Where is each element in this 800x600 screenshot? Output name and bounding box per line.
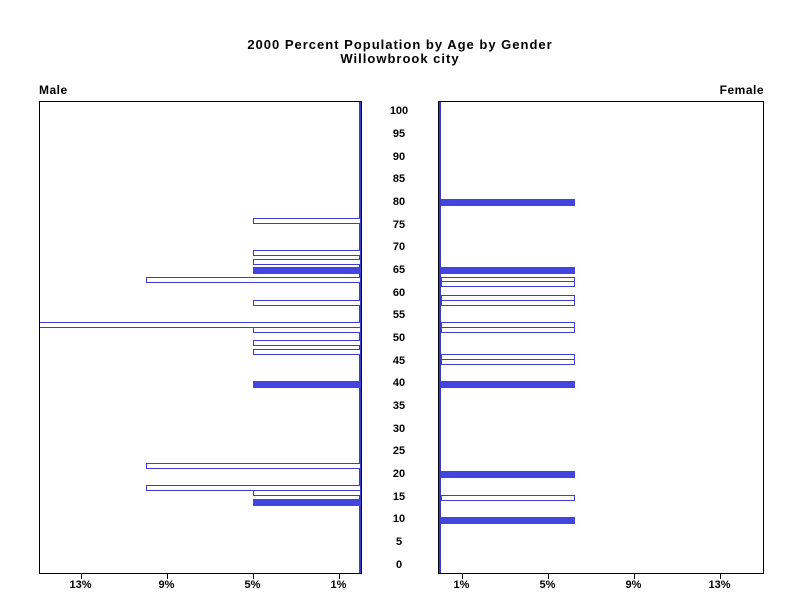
age-tick-label: 25 <box>392 445 406 458</box>
male-bar-age-47 <box>253 349 361 355</box>
percent-tick-mark <box>547 574 549 579</box>
percent-tick-mark <box>338 574 340 579</box>
female-bar-age-52 <box>441 327 575 333</box>
age-tick-label: 5 <box>395 535 403 548</box>
female-bar-age-10 <box>441 517 575 524</box>
age-tick-label: 90 <box>392 150 406 163</box>
percent-tick-mark <box>252 574 254 579</box>
age-tick-label: 35 <box>392 399 406 412</box>
male-bar-age-40 <box>253 381 361 388</box>
percent-tick-label: 13% <box>69 579 92 591</box>
female-zero-axis-line <box>439 102 441 573</box>
percent-tick-mark <box>461 574 463 579</box>
male-bar-age-16 <box>253 490 361 496</box>
percent-tick-label: 9% <box>158 579 175 591</box>
age-tick-label: 10 <box>392 513 406 526</box>
percent-tick-mark <box>633 574 635 579</box>
age-tick-label: 100 <box>389 105 409 118</box>
male-bar-age-69 <box>253 250 361 256</box>
percent-tick-label: 9% <box>625 579 642 591</box>
age-tick-label: 60 <box>392 286 406 299</box>
male-panel-label: Male <box>39 83 68 97</box>
percent-tick-mark <box>166 574 168 579</box>
male-bar-age-65 <box>253 267 361 274</box>
female-panel-label: Female <box>719 83 764 97</box>
age-tick-label: 70 <box>392 241 406 254</box>
male-bar-age-22 <box>146 463 361 469</box>
female-bar-age-80 <box>441 199 575 206</box>
female-bar-age-65 <box>441 267 575 274</box>
male-bar-age-58 <box>253 300 361 306</box>
percent-tick-label: 1% <box>330 579 347 591</box>
female-bar-age-58 <box>441 300 575 306</box>
male-bar-age-67 <box>253 259 361 265</box>
age-tick-label: 45 <box>392 354 406 367</box>
age-tick-label: 40 <box>392 377 406 390</box>
male-bar-age-63 <box>146 277 361 283</box>
male-bar-age-52 <box>253 327 361 333</box>
male-bars-panel <box>39 101 362 574</box>
age-tick-label: 15 <box>392 490 406 503</box>
percent-tick-mark <box>719 574 721 579</box>
chart-title: 2000 Percent Population by Age by Gender <box>247 37 553 52</box>
percent-tick-mark <box>80 574 82 579</box>
age-tick-label: 30 <box>392 422 406 435</box>
male-bar-age-49 <box>253 340 361 346</box>
female-bar-age-45 <box>441 359 575 365</box>
age-tick-label: 20 <box>392 467 406 480</box>
percent-tick-label: 5% <box>244 579 261 591</box>
male-bar-age-76 <box>253 218 361 224</box>
percent-tick-label: 1% <box>453 579 470 591</box>
percent-tick-label: 5% <box>539 579 556 591</box>
female-bar-age-62 <box>441 281 575 287</box>
female-bars-panel <box>438 101 764 574</box>
female-bar-age-15 <box>441 495 575 501</box>
chart-subtitle: Willowbrook city <box>340 51 460 66</box>
male-bar-age-14 <box>253 499 361 506</box>
age-tick-label: 95 <box>392 127 406 140</box>
age-tick-label: 0 <box>395 558 403 571</box>
age-tick-label: 50 <box>392 331 406 344</box>
male-bar-age-53 <box>40 322 361 328</box>
age-tick-label: 85 <box>392 173 406 186</box>
age-tick-label: 65 <box>392 263 406 276</box>
age-tick-label: 80 <box>392 195 406 208</box>
male-zero-axis-line <box>359 102 361 573</box>
female-bar-age-40 <box>441 381 575 388</box>
age-tick-label: 55 <box>392 309 406 322</box>
female-bar-age-20 <box>441 471 575 478</box>
age-tick-label: 75 <box>392 218 406 231</box>
percent-tick-label: 13% <box>708 579 731 591</box>
